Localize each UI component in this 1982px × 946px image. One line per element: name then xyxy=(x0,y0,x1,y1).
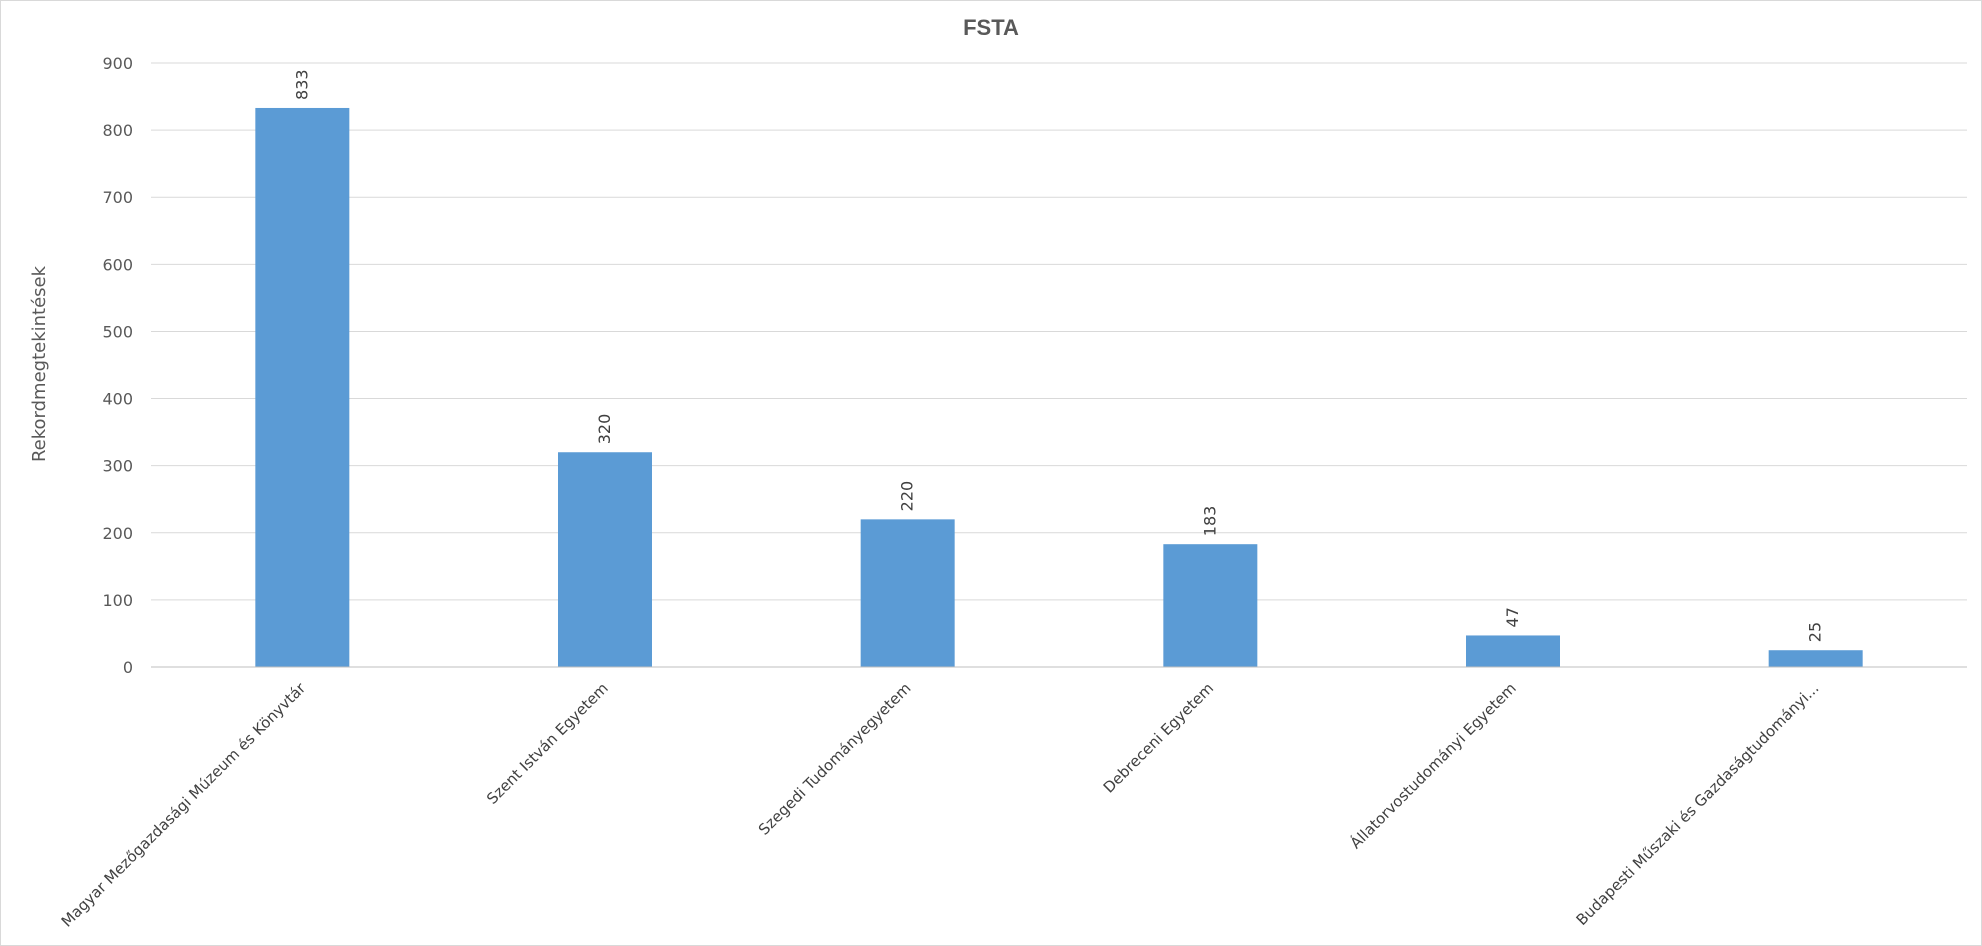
bars xyxy=(255,107,1863,667)
y-tick-label: 300 xyxy=(102,457,133,476)
bar xyxy=(1466,635,1560,667)
y-axis-label: Rekordmegtekintések xyxy=(29,265,50,462)
bar xyxy=(558,452,652,667)
y-tick-label: 900 xyxy=(102,54,133,73)
data-label: 833 xyxy=(292,69,311,100)
y-tick-label: 400 xyxy=(102,390,133,409)
data-label: 47 xyxy=(1503,607,1522,627)
data-label: 220 xyxy=(898,481,917,512)
y-tick-label: 800 xyxy=(102,121,133,140)
gridlines xyxy=(151,62,1967,601)
y-tick-label: 500 xyxy=(102,322,133,341)
bar xyxy=(255,107,350,667)
bar xyxy=(860,519,955,667)
x-tick-label: Debreceni Egyetem xyxy=(1100,679,1217,796)
y-tick-label: 100 xyxy=(102,591,133,610)
x-tick-label: Budapesti Műszaki és Gazdaságtudományi..… xyxy=(1573,679,1823,929)
data-label: 25 xyxy=(1806,622,1825,642)
y-tick-label: 600 xyxy=(102,255,133,274)
data-label: 320 xyxy=(595,414,614,445)
bar xyxy=(1768,650,1863,667)
y-axis-ticks: 0 100 200 300 400 500 600 700 800 900 xyxy=(102,54,133,677)
x-axis-labels: Magyar Mezőgazdasági Múzeum és Könyvtár S… xyxy=(58,678,1823,930)
x-tick-label: Szent István Egyetem xyxy=(483,679,612,808)
y-tick-label: 700 xyxy=(102,188,133,207)
bar xyxy=(1163,544,1258,667)
x-tick-label: Magyar Mezőgazdasági Múzeum és Könyvtár xyxy=(58,679,310,931)
y-tick-label: 200 xyxy=(102,524,133,543)
chart-title: FSTA xyxy=(963,15,1019,40)
data-label: 183 xyxy=(1200,506,1219,537)
data-labels: 833 320 220 183 47 25 xyxy=(292,69,1824,642)
x-tick-label: Szegedi Tudományegyetem xyxy=(755,679,915,839)
x-tick-label: Állatorvostudományi Egyetem xyxy=(1346,678,1520,852)
y-tick-label: 0 xyxy=(123,658,133,677)
